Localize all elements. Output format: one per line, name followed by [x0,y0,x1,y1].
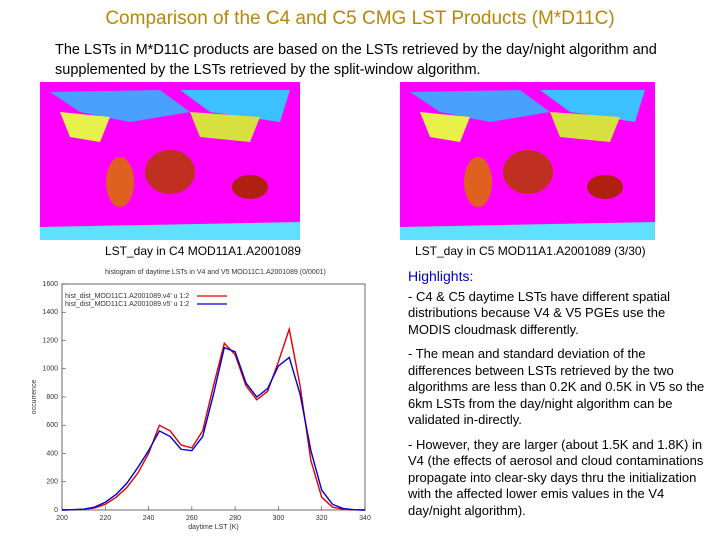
highlights: Highlights: - C4 & C5 daytime LSTs have … [408,268,708,527]
legend-label: hist_dist_MOD11C1.A2001089.v5' u 1:2 [65,301,189,308]
x-tick-label: 340 [359,515,371,522]
map-caption: LST_day in C5 MOD11A1.A2001089 (3/30) [415,244,646,258]
highlight-item: - C4 & C5 daytime LSTs have different sp… [408,288,671,337]
x-tick-label: 200 [56,515,68,522]
x-axis-label: daytime LST (K) [188,524,238,531]
x-tick-label: 240 [143,515,155,522]
y-tick-label: 1600 [42,281,58,288]
histogram-chart: histogram of daytime LSTs in V4 and V5 M… [31,269,371,531]
slide-title: Comparison of the C4 and C5 CMG LST Prod… [105,8,615,29]
highlight-item: - The mean and standard deviation of the… [408,346,705,427]
intro-text: The LSTs in M*D11C products are based on… [55,42,657,78]
y-tick-label: 0 [54,507,58,514]
highlight-item: - However, they are larger (about 1.5K a… [408,436,704,518]
y-tick-label: 200 [46,479,58,486]
x-tick-label: 260 [186,515,198,522]
x-tick-label: 280 [229,515,241,522]
x-tick-label: 220 [99,515,111,522]
y-axis-label: occurrence [31,380,38,415]
map-image [400,82,655,240]
y-tick-label: 1000 [42,366,58,373]
y-tick-label: 600 [46,422,58,429]
highlights-heading: Highlights: [408,268,474,284]
series-line [61,346,366,511]
y-tick-label: 1200 [42,337,58,344]
x-tick-label: 320 [316,515,328,522]
map-image [40,82,300,240]
series-line [61,326,366,511]
chart-title: histogram of daytime LSTs in V4 and V5 M… [105,269,326,276]
map-caption: LST_day in C4 MOD11A1.A2001089 [105,244,301,258]
y-tick-label: 400 [46,450,58,457]
y-tick-label: 800 [46,394,58,401]
x-tick-label: 300 [273,515,285,522]
y-tick-label: 1400 [42,309,58,316]
legend-label: hist_dist_MOD11C1.A2001089.v4' u 1:2 [65,293,189,300]
